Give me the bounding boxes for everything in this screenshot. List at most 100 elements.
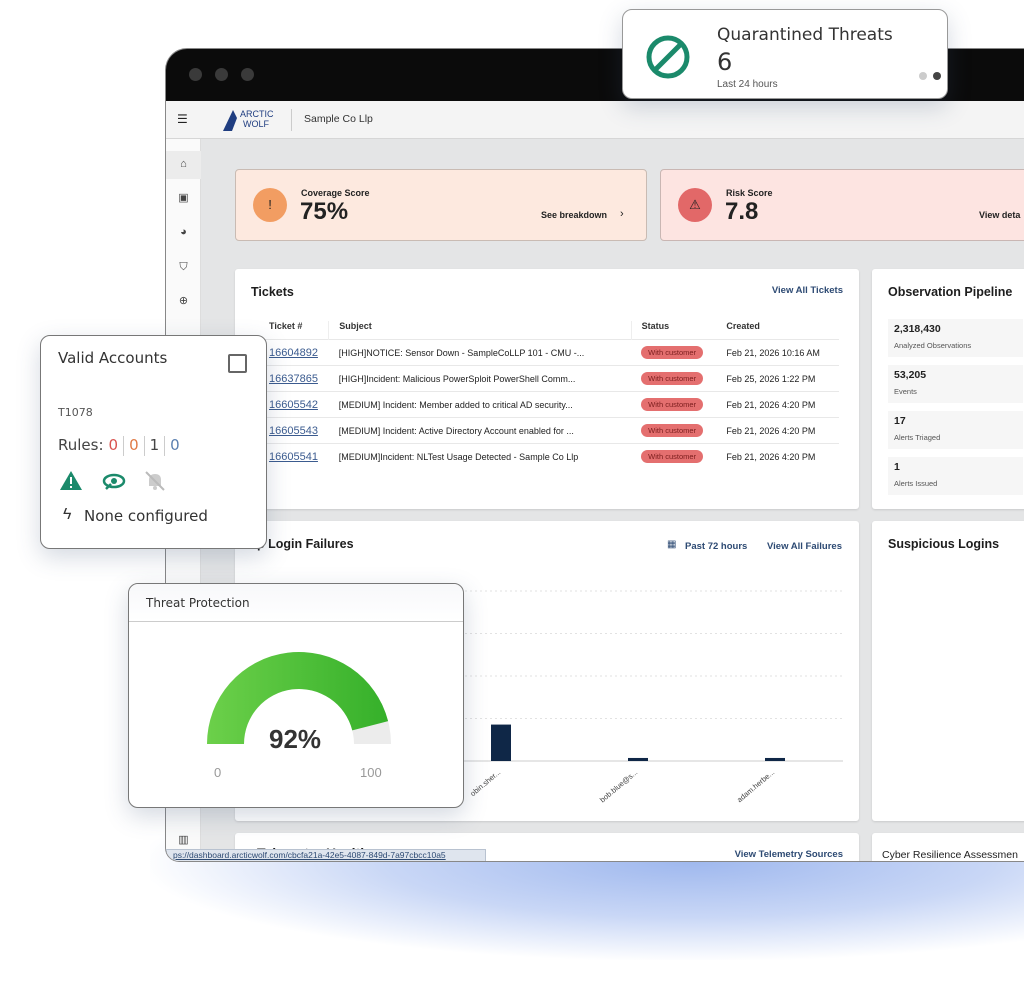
bell-off-icon: [145, 471, 165, 491]
status-badge: With customer: [641, 398, 704, 411]
view-telemetry-sources-link[interactable]: View Telemetry Sources: [734, 849, 843, 860]
eye-icon: [102, 473, 126, 490]
gauge-icon[interactable]: ◕: [180, 226, 187, 238]
blocked-icon: [646, 35, 690, 79]
suspicious-logins-card: Suspicious Logins: [872, 521, 1024, 821]
column-header: Subject: [328, 321, 632, 340]
status-badge: With customer: [641, 450, 704, 464]
ticket-created: Feb 21, 2026 10:16 AM: [716, 339, 839, 366]
crosshair-icon[interactable]: ⊕: [178, 295, 189, 307]
table-row[interactable]: 16604892 [HIGH]NOTICE: Sensor Down - Sam…: [259, 339, 839, 366]
column-header: Created: [726, 321, 760, 331]
time-range-selector[interactable]: Past 72 hours: [685, 541, 748, 552]
ticket-status: With customer: [631, 339, 717, 366]
gauge-max: 100: [360, 765, 382, 780]
window-dot: [189, 68, 202, 81]
ticket-subject: [MEDIUM] Incident: Member added to criti…: [328, 391, 632, 418]
ticket-created: Feb 21, 2026 4:20 PM: [716, 443, 839, 470]
column-header: Status: [641, 321, 670, 331]
pager-dot-active[interactable]: [933, 72, 941, 80]
risk-score-card: ⚠ Risk Score 7.8 View deta: [660, 169, 1024, 241]
view-details-link[interactable]: View deta: [979, 210, 1021, 220]
rule-count: 0: [129, 436, 139, 454]
rule-count: 0: [108, 436, 119, 454]
telemetry-health-card: Telemetry Health View Telemetry Sources: [235, 833, 859, 861]
divider: [143, 436, 145, 456]
rules-label: Rules:: [58, 436, 104, 454]
pipeline-value: 2,318,430: [894, 323, 941, 335]
ticket-status: With customer: [631, 365, 717, 392]
cyber-resilience-card: Cyber Resilience Assessmen: [872, 833, 1024, 861]
ticket-created: Feb 21, 2026 4:20 PM: [716, 391, 839, 418]
x-tick-label: obin.sher...: [468, 768, 502, 798]
tickets-title: Tickets: [251, 285, 294, 299]
ticket-link[interactable]: 16637865: [259, 365, 329, 392]
status-badge: With customer: [641, 346, 704, 359]
valid-accounts-title: Valid Accounts: [58, 349, 168, 367]
cyber-resilience-title: Cyber Resilience Assessmen: [882, 849, 1018, 861]
rule-count: 1: [149, 436, 160, 454]
chart-icon[interactable]: ▥: [178, 834, 189, 846]
pipeline-value: 1: [894, 461, 900, 473]
warning-icon: ⚠: [678, 188, 712, 222]
pipeline-item: 1 Alerts Issued: [888, 457, 1023, 495]
ticket-link[interactable]: 16605541: [259, 443, 329, 470]
menu-toggle-icon[interactable]: ☰: [177, 112, 188, 126]
pipeline-title: Observation Pipeline: [888, 285, 1013, 299]
shield-icon[interactable]: ⛉: [179, 261, 188, 273]
trigger-status: None configured: [84, 507, 208, 525]
table-row[interactable]: 16637865 [HIGH]Incident: Malicious Power…: [259, 365, 839, 392]
chevron-right-icon[interactable]: ›: [620, 208, 624, 220]
gauge-min: 0: [214, 765, 222, 780]
table-row[interactable]: 16605541 [MEDIUM]Incident: NLTest Usage …: [259, 443, 839, 470]
coverage-value: 75%: [300, 198, 349, 225]
see-breakdown-link[interactable]: See breakdown: [541, 210, 608, 220]
bar: [491, 724, 511, 761]
window-dot: [215, 68, 228, 81]
pipeline-label: Analyzed Observations: [894, 341, 972, 350]
warning-triangle-icon: [60, 471, 82, 490]
pipeline-value: 53,205: [894, 369, 927, 381]
bar: [628, 757, 648, 761]
divider: [123, 436, 125, 456]
risk-label: Risk Score: [726, 188, 773, 198]
technique-id: T1078: [58, 406, 93, 419]
gauge-value: 92%: [269, 724, 322, 754]
threat-protection-card: Threat Protection 92% 0 100: [128, 583, 464, 808]
home-icon[interactable]: ⌂: [180, 158, 187, 170]
select-checkbox[interactable]: [228, 354, 247, 373]
divider: [164, 436, 166, 456]
quarantined-title: Quarantined Threats: [717, 25, 893, 45]
view-all-tickets-link[interactable]: View All Tickets: [771, 285, 843, 296]
wolf-logo-icon: [223, 110, 237, 131]
view-all-failures-link[interactable]: View All Failures: [767, 541, 842, 552]
bar: [765, 757, 785, 761]
ticket-status: With customer: [631, 417, 717, 444]
quarantined-count: 6: [717, 48, 733, 76]
tickets-card: Tickets View All Tickets Ticket # Subjec…: [235, 269, 859, 509]
ticket-status: With customer: [631, 443, 717, 470]
pager-dot[interactable]: [919, 72, 927, 80]
ticket-link[interactable]: 16604892: [259, 339, 329, 366]
suspicious-logins-title: Suspicious Logins: [888, 537, 1000, 551]
ticket-status: With customer: [631, 391, 717, 418]
status-badge: With customer: [641, 424, 704, 437]
briefcase-icon[interactable]: ▣: [178, 192, 189, 204]
lightning-icon: ϟ: [63, 506, 72, 523]
status-bar-url: ps://dashboard.arcticwolf.com/cbcfa21a-4…: [166, 849, 486, 861]
org-name[interactable]: Sample Co Llp: [304, 113, 373, 125]
x-tick-label: adam.herbe...: [735, 768, 776, 805]
pipeline-item: 2,318,430 Analyzed Observations: [888, 319, 1023, 357]
ticket-subject: [HIGH]Incident: Malicious PowerSploit Po…: [328, 365, 632, 392]
rule-count: 0: [170, 436, 180, 454]
table-row[interactable]: 16605542 [MEDIUM] Incident: Member added…: [259, 391, 839, 418]
pipeline-label: Events: [894, 387, 917, 396]
ticket-link[interactable]: 16605543: [259, 417, 329, 444]
ticket-subject: [MEDIUM]Incident: NLTest Usage Detected …: [328, 443, 632, 470]
ticket-link[interactable]: 16605542: [259, 391, 329, 418]
sidebar-active: [166, 151, 201, 179]
table-row[interactable]: 16605543 [MEDIUM] Incident: Active Direc…: [259, 417, 839, 444]
pipeline-item: 53,205 Events: [888, 365, 1023, 403]
threat-protection-gauge: [207, 651, 391, 744]
